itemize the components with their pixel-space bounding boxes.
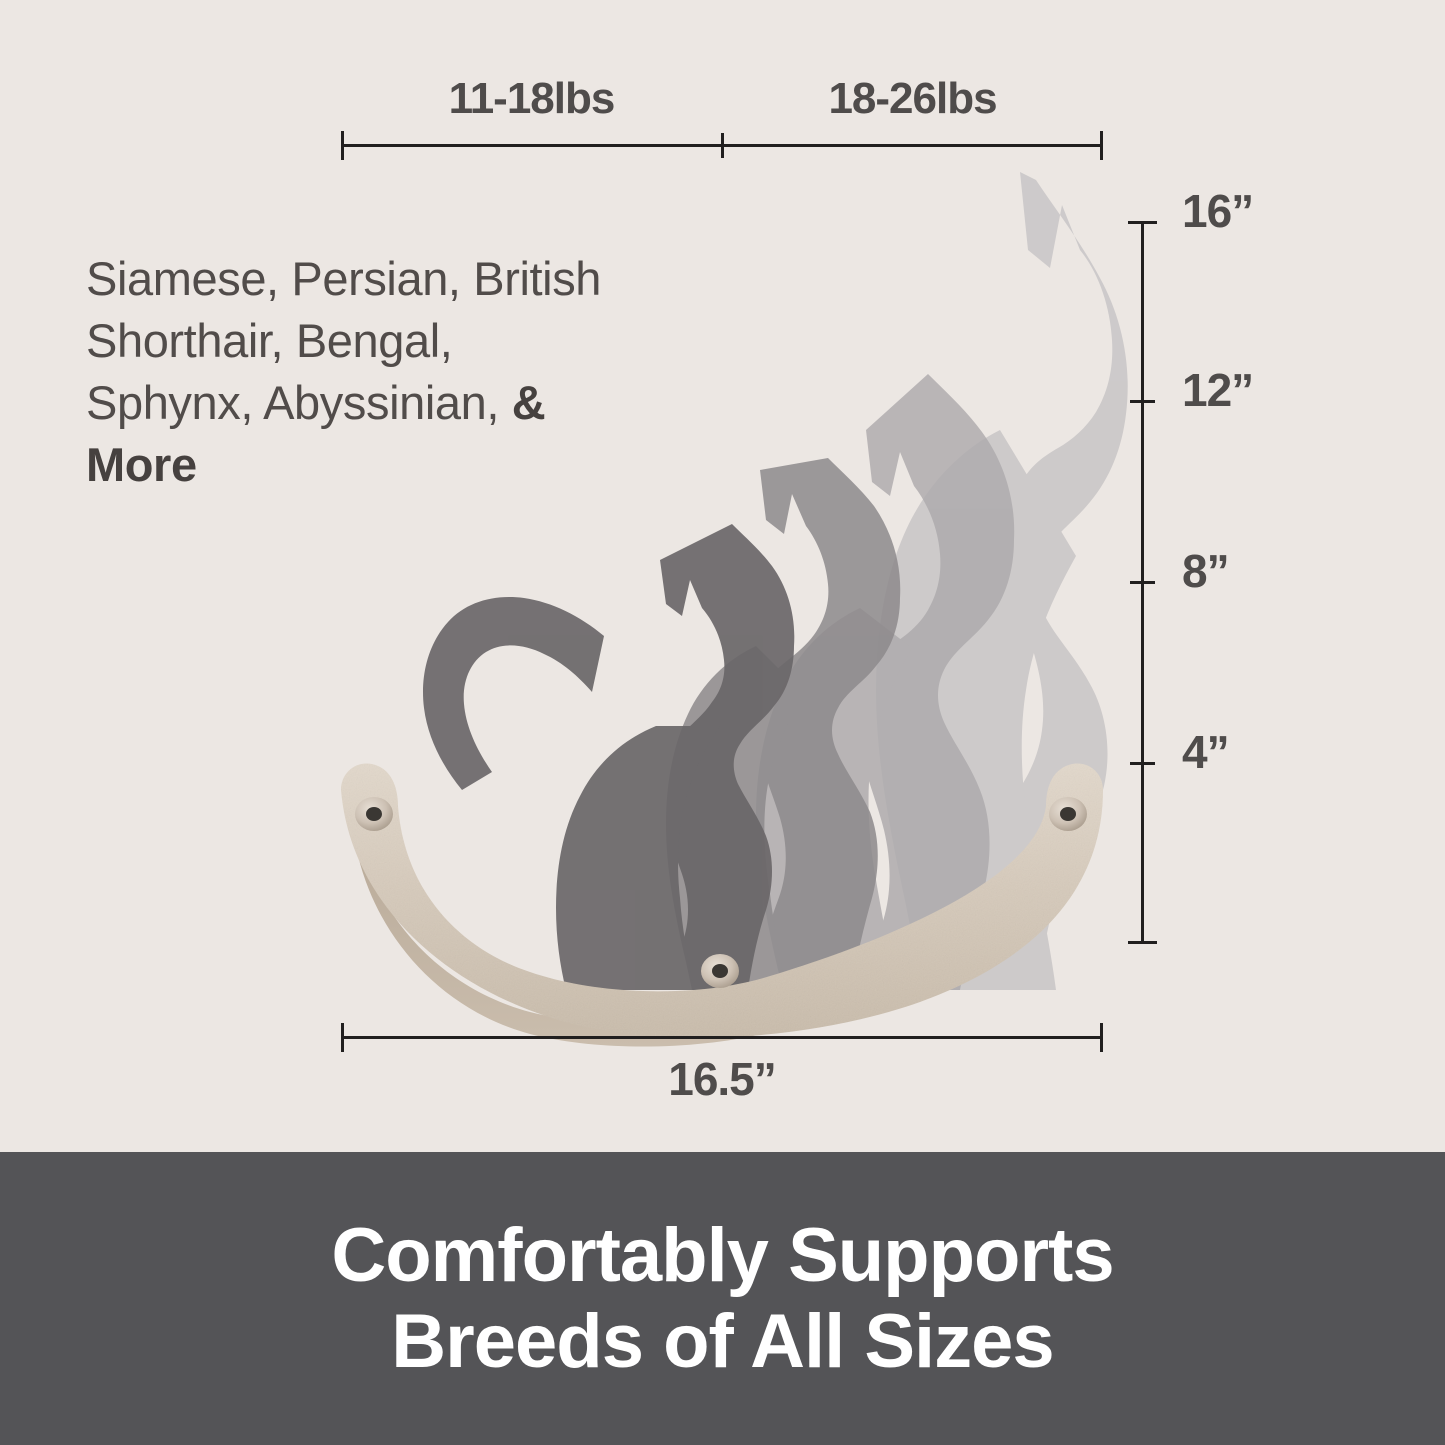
height-tick-12 <box>1130 400 1155 403</box>
cat-silhouette-smallest <box>423 524 795 990</box>
headline-line-2: Breeds of All Sizes <box>391 1298 1054 1384</box>
width-ruler-cap-left <box>341 1023 344 1052</box>
weight-ruler-cap-right <box>1100 131 1103 160</box>
weight-ruler-cap-left <box>341 131 344 160</box>
height-ruler-cap-top <box>1128 221 1157 224</box>
width-ruler-line <box>341 1036 1103 1039</box>
breed-list-names: Siamese, Persian, British Shorthair, Ben… <box>86 252 602 430</box>
height-tick-8 <box>1130 581 1155 584</box>
height-ruler-cap-bottom <box>1128 941 1157 944</box>
screw-left <box>355 797 393 831</box>
height-tick-4 <box>1130 762 1155 765</box>
cat-silhouette-small <box>666 458 901 990</box>
weight-range-small: 11-18lbs <box>448 74 616 123</box>
height-label-12: 12” <box>1182 364 1254 416</box>
height-label-16: 16” <box>1182 185 1254 237</box>
breed-list-more: & More <box>86 376 546 492</box>
screw-center <box>701 954 739 988</box>
screw-right <box>1049 797 1087 831</box>
headline-line-1: Comfortably Supports <box>331 1213 1114 1299</box>
headline-banner: Comfortably Supports Breeds of All Sizes <box>0 1152 1445 1445</box>
cat-silhouette-large <box>756 374 1015 990</box>
width-label: 16.5” <box>668 1053 777 1105</box>
weight-range-large: 18-26lbs <box>828 74 997 123</box>
breed-list: Siamese, Persian, British Shorthair, Ben… <box>86 248 606 496</box>
height-label-4: 4” <box>1182 726 1230 778</box>
height-label-8: 8” <box>1182 545 1230 597</box>
width-ruler-cap-right <box>1100 1023 1103 1052</box>
wall-shelf <box>341 763 1103 1047</box>
cat-silhouette-largest <box>876 172 1128 990</box>
weight-ruler-tick-mid <box>721 133 724 158</box>
